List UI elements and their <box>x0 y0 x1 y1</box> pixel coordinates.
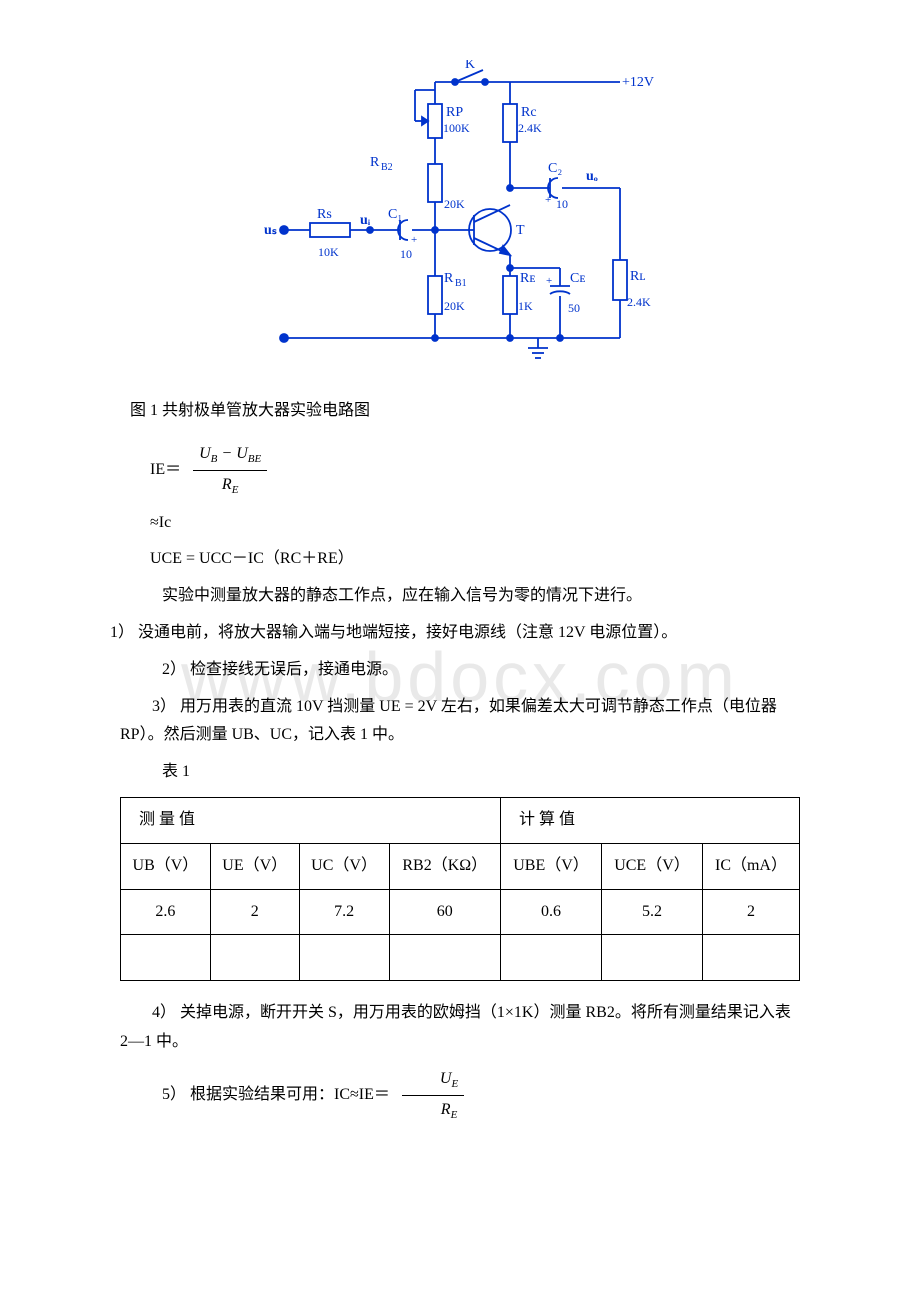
label-rb1: R <box>444 271 454 286</box>
svg-text:+: + <box>546 275 552 287</box>
label-c1-plus: + <box>411 234 417 246</box>
empty-cell <box>501 935 602 981</box>
circuit-svg: +12V K RP 100K Rc 2.4K R B2 20K <box>260 60 660 370</box>
empty-cell <box>602 935 703 981</box>
label-ce-val: 50 <box>568 301 580 315</box>
table-1-label: 表 1 <box>130 758 790 787</box>
cell: 5.2 <box>602 889 703 935</box>
label-rc-val: 2.4K <box>518 121 542 135</box>
label-rl-val: 2.4K <box>627 295 651 309</box>
cell: 2 <box>702 889 799 935</box>
cell: 60 <box>389 889 501 935</box>
cell: 7.2 <box>299 889 389 935</box>
step-3: 3） 用万用表的直流 10V 挡测量 UE = 2V 左右，如果偏差太大可调节静… <box>120 693 800 751</box>
label-k: K <box>465 60 475 72</box>
approx-ic: ≈Ic <box>150 509 810 538</box>
col-ue: UE（V） <box>210 843 299 889</box>
table-1: 测 量 值 计 算 值 UB（V） UE（V） UC（V） RB2（KΩ） UB… <box>120 797 800 981</box>
label-rp-val: 100K <box>443 121 470 135</box>
label-t: T <box>516 223 525 238</box>
label-c2-val: 10 <box>556 197 568 211</box>
cell: 2 <box>210 889 299 935</box>
label-rb2-sub: B2 <box>381 162 393 173</box>
step-4: 4） 关掉电源，断开开关 S，用万用表的欧姆挡（1×1K）测量 RB2。将所有测… <box>120 999 800 1057</box>
label-us: uₛ <box>264 223 277 238</box>
col-ub: UB（V） <box>121 843 211 889</box>
step-2: 2） 检查接线无误后，接通电源。 <box>130 656 790 685</box>
label-rc: Rc <box>521 105 537 120</box>
label-rb1-sub: B1 <box>455 278 467 289</box>
step-5: 5） 根据实验结果可用：IC≈IE＝ UE RE <box>130 1065 790 1126</box>
col-ube: UBE（V） <box>501 843 602 889</box>
empty-cell <box>702 935 799 981</box>
label-rs-val: 10K <box>318 245 339 259</box>
empty-cell <box>299 935 389 981</box>
uce-equation: UCE = UCC－IC（RC＋RE） <box>150 545 810 574</box>
table-header-calculated: 计 算 值 <box>501 797 800 843</box>
label-rl: Rʟ <box>630 269 645 284</box>
empty-cell <box>389 935 501 981</box>
exp-note: 实验中测量放大器的静态工作点，应在输入信号为零的情况下进行。 <box>130 582 790 611</box>
label-ce: Cᴇ <box>570 271 586 286</box>
circuit-diagram: +12V K RP 100K Rc 2.4K R B2 20K <box>70 60 850 381</box>
table-header-measured: 测 量 值 <box>121 797 501 843</box>
col-ic: IC（mA） <box>702 843 799 889</box>
label-c2-plus: + <box>545 194 551 206</box>
label-rb2-val: 20K <box>444 197 465 211</box>
cell: 2.6 <box>121 889 211 935</box>
label-rs: Rs <box>317 207 332 222</box>
col-uce: UCE（V） <box>602 843 703 889</box>
empty-cell <box>121 935 211 981</box>
col-rb2: RB2（KΩ） <box>389 843 501 889</box>
ie-equation: IE＝ UB − UBE RE <box>150 440 810 501</box>
label-rp: RP <box>446 105 463 120</box>
figure-caption: 图 1 共射极单管放大器实验电路图 <box>130 397 790 426</box>
label-rb1-val: 20K <box>444 299 465 313</box>
step-1: 1） 没通电前，将放大器输入端与地端短接，接好电源线（注意 12V 电源位置）。 <box>110 619 810 648</box>
label-re: Rᴇ <box>520 271 536 286</box>
label-rb2: R <box>370 155 380 170</box>
col-uc: UC（V） <box>299 843 389 889</box>
cell: 0.6 <box>501 889 602 935</box>
empty-cell <box>210 935 299 981</box>
label-ui: uᵢ <box>360 213 371 228</box>
label-12v: +12V <box>622 75 654 90</box>
label-re-val: 1K <box>518 299 533 313</box>
label-c1-val: 10 <box>400 247 412 261</box>
label-c2: C₂ <box>548 161 562 176</box>
label-uo: uₒ <box>586 169 598 184</box>
label-c1: C₁ <box>388 207 402 222</box>
